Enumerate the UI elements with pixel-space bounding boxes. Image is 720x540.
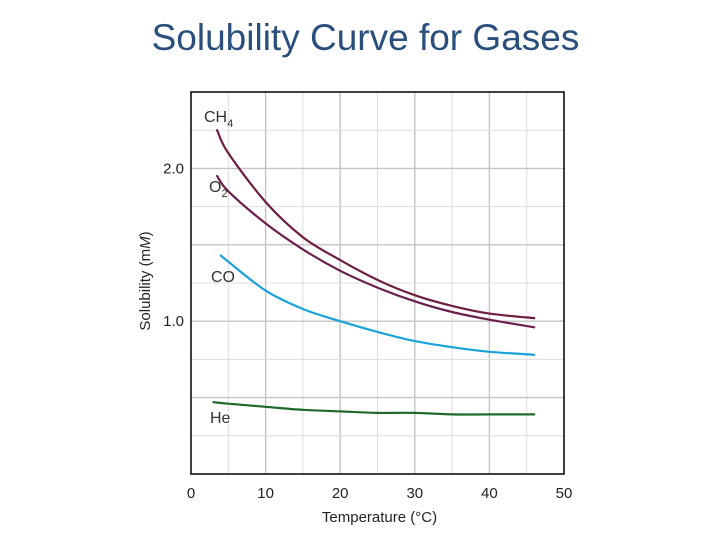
x-tick-label: 40 [481,485,498,502]
y-tick-label: 2.0 [163,160,184,177]
x-tick-label: 30 [406,485,423,502]
page-title: Solubility Curve for Gases [151,17,580,58]
series-label-co: CO [211,269,235,286]
x-tick-label: 10 [257,485,274,502]
series-group [212,129,536,416]
x-axis-title: Temperature (°C) [322,509,437,526]
series-label-ch4: CH4 [204,109,233,130]
series-labels: CH4 O2 CO He [204,109,235,427]
series-label-o2: O2 [209,179,228,200]
plot-frame [190,91,565,475]
grid [191,92,564,474]
series-label-he: He [210,410,231,427]
y-axis-title: Solubility (mM) [137,231,154,330]
series-line-he [212,401,536,416]
x-tick-label: 20 [332,485,349,502]
x-axis: 0 10 20 30 40 50 [187,485,573,502]
series-line-ch4 [216,129,536,320]
y-axis: 1.0 2.0 [163,160,184,330]
series-line-o2 [216,174,536,329]
series-line-co [219,254,536,356]
y-tick-label: 1.0 [163,313,184,330]
x-tick-label: 50 [556,485,573,502]
x-tick-label: 0 [187,485,195,502]
